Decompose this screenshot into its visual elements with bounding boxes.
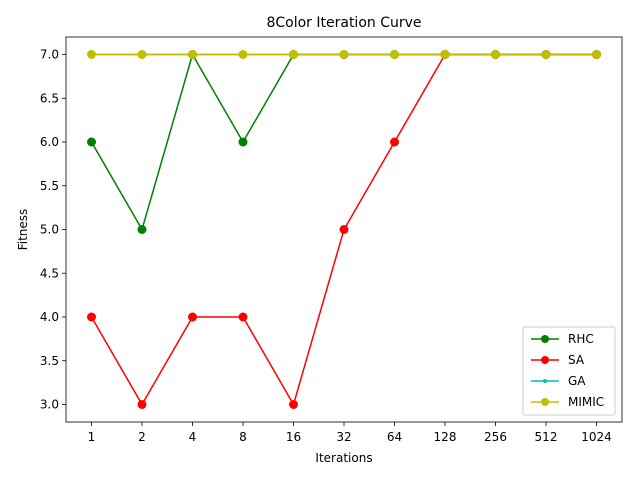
data-point-rhc: [87, 137, 96, 147]
y-tick-label: 3.5: [40, 354, 59, 368]
y-axis: 3.0 3.5 4.0 4.5 5.0 5.5 6.0 6.5 7.0: [40, 48, 66, 412]
x-axis-label: Iterations: [315, 451, 372, 465]
legend-label-mimic: MIMIC: [568, 395, 604, 409]
y-tick-label: 4.5: [40, 266, 59, 280]
legend-label-sa: SA: [568, 353, 585, 367]
y-tick-label: 6.5: [40, 91, 59, 105]
y-tick-label: 7.0: [40, 48, 59, 62]
plot-frame: [65, 36, 623, 423]
data-point-mimic: [390, 50, 399, 59]
legend-marker-ga: [543, 379, 547, 383]
data-point-rhc: [137, 225, 147, 234]
data-point-mimic: [289, 50, 298, 59]
y-tick-label: 5.0: [40, 223, 59, 237]
y-tick-label: 5.5: [40, 179, 59, 193]
x-tick-label: 4: [189, 430, 197, 444]
legend-box: [522, 326, 616, 416]
data-point-sa: [87, 312, 96, 322]
chart-title: 8Color Iteration Curve: [266, 15, 421, 31]
x-tick-label: 8: [239, 430, 247, 444]
y-tick-label: 6.0: [40, 135, 59, 149]
x-tick-label: 128: [434, 430, 457, 444]
data-point-sa: [339, 225, 349, 234]
x-tick-label: 64: [387, 430, 402, 444]
legend-marker-rhc: [541, 335, 549, 343]
y-axis-label: Fitness: [16, 209, 30, 251]
x-tick-label: 512: [535, 430, 558, 444]
data-point-mimic: [137, 50, 147, 59]
legend-marker-mimic: [541, 398, 549, 406]
data-point-sa: [289, 400, 298, 409]
data-point-sa: [137, 400, 147, 409]
x-tick-label: 2: [138, 430, 146, 444]
legend-marker-sa: [541, 356, 549, 364]
data-point-mimic: [188, 50, 197, 59]
x-tick-label: 256: [484, 430, 507, 444]
data-point-mimic: [339, 50, 349, 59]
data-point-mimic: [238, 50, 248, 59]
data-point-mimic: [87, 50, 96, 59]
x-tick-label: 32: [336, 430, 351, 444]
legend: RHC SA GA MIMIC: [522, 326, 616, 416]
x-tick-label: 1: [88, 430, 96, 444]
data-point-mimic: [592, 50, 601, 59]
x-tick-label: 1024: [581, 430, 612, 444]
data-point-sa: [390, 137, 399, 147]
data-point-mimic: [440, 50, 450, 59]
data-point-mimic: [541, 50, 551, 59]
x-axis: 1 2 4 8 16 32 64 128 256 512 1024: [88, 422, 612, 444]
data-point-rhc: [238, 137, 248, 147]
y-tick-label: 3.0: [40, 398, 59, 412]
legend-label-ga: GA: [568, 374, 586, 388]
x-tick-label: 16: [286, 430, 301, 444]
data-point-mimic: [491, 50, 500, 59]
legend-label-rhc: RHC: [568, 332, 594, 346]
y-tick-label: 4.0: [40, 310, 59, 324]
data-point-sa: [238, 312, 248, 322]
series-layer: [87, 50, 601, 409]
data-point-sa: [188, 312, 197, 322]
